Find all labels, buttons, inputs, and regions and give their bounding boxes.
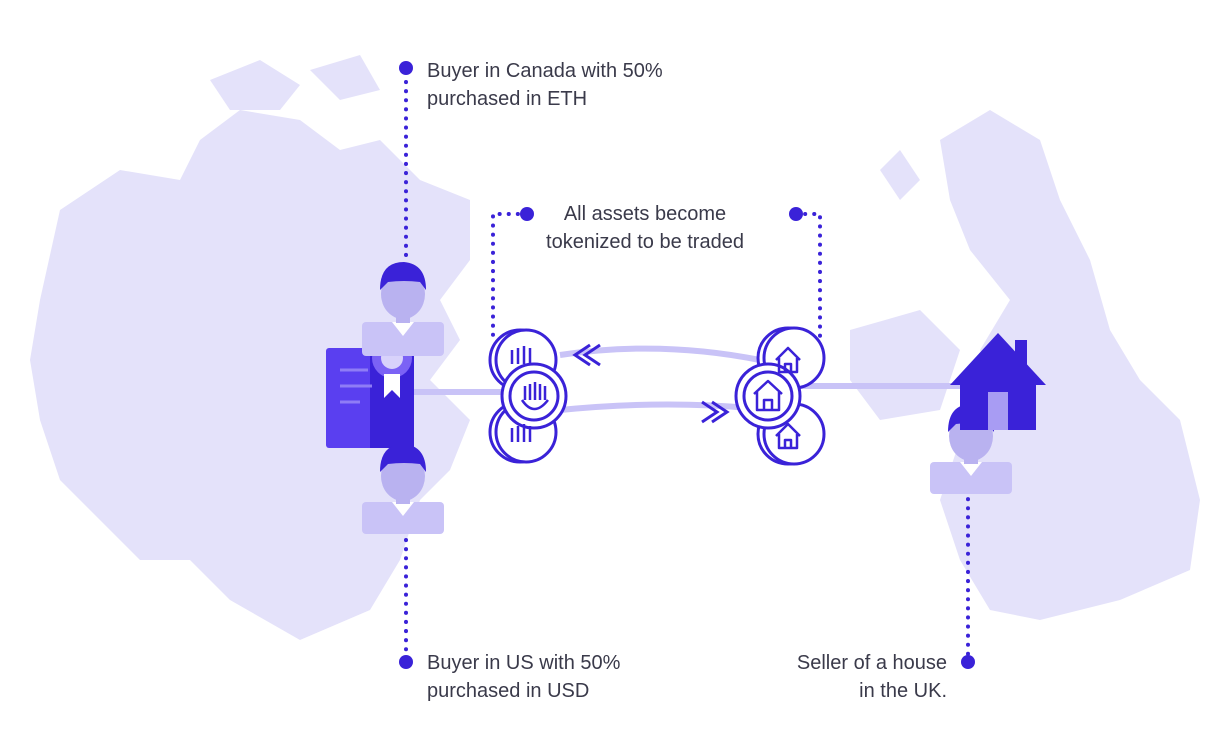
person-icon bbox=[362, 262, 444, 356]
connectors bbox=[404, 80, 970, 662]
crypto-token-icon bbox=[488, 328, 568, 464]
seller-uk-label: Seller of a house in the UK. bbox=[796, 652, 947, 702]
north-america-map bbox=[30, 55, 470, 640]
tokenized-label: All assets become tokenized to be traded bbox=[546, 203, 744, 253]
crypto-symbol bbox=[510, 346, 549, 442]
arrow-icon bbox=[572, 343, 730, 424]
house-symbol bbox=[753, 346, 801, 450]
exchange-lines bbox=[410, 345, 960, 413]
certificate-icon bbox=[326, 338, 414, 448]
house-icon bbox=[950, 333, 1046, 430]
person-icon bbox=[362, 444, 444, 534]
buyer-canada-label: Buyer in Canada with 50% purchased in ET… bbox=[427, 60, 663, 110]
buyer-us-label: Buyer in US with 50% purchased in USD bbox=[427, 652, 621, 702]
connector-dots bbox=[399, 61, 975, 669]
